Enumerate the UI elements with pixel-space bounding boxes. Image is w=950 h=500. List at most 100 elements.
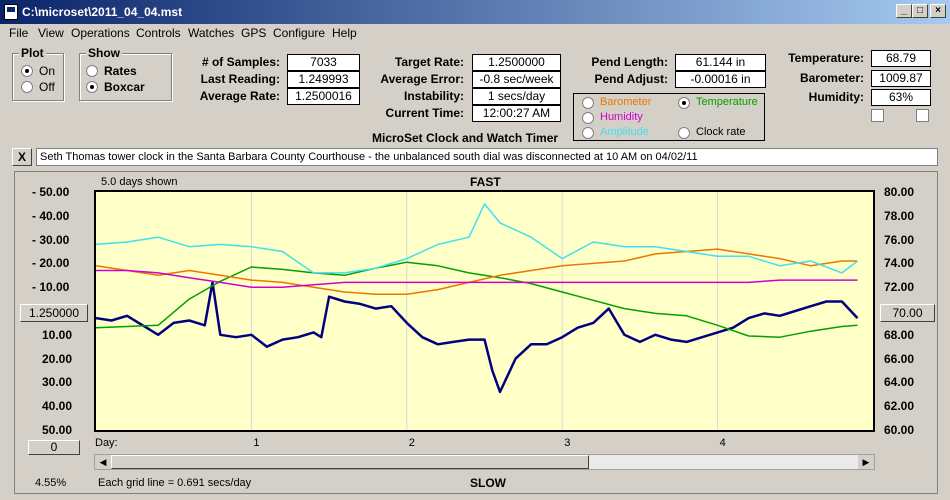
series-temperature-radio[interactable] xyxy=(678,97,690,109)
x-tick-label: 1 xyxy=(253,437,260,449)
plot-on-label: On xyxy=(39,64,56,78)
days-shown-label: 5.0 days shown xyxy=(101,176,178,188)
window-title: C:\microset\2011_04_04.mst xyxy=(22,5,183,19)
temperature-label: Temperature: xyxy=(788,51,864,65)
note-field[interactable]: Seth Thomas tower clock in the Santa Bar… xyxy=(36,148,938,166)
series-amplitude-label: Amplitude xyxy=(600,126,649,138)
menu-configure[interactable]: Configure xyxy=(273,26,326,40)
series-clockrate-label: Clock rate xyxy=(696,126,746,138)
right-tick-label: 68.00 xyxy=(884,327,915,342)
grid-note: Each grid line = 0.691 secs/day xyxy=(98,477,252,489)
series-temperature-label: Temperature xyxy=(696,96,758,108)
show-rates-label: Rates xyxy=(104,64,137,78)
left-tick-label: - 40.00 xyxy=(32,208,70,223)
barometer-label: Barometer: xyxy=(799,71,864,85)
show-group: Show Rates Boxcar xyxy=(79,46,172,101)
temperature-field: 68.79 xyxy=(871,50,931,67)
slow-label: SLOW xyxy=(470,476,506,490)
plot-group: Plot On Off xyxy=(12,46,64,101)
show-group-title: Show xyxy=(86,46,122,60)
menu-operations[interactable]: Operations xyxy=(71,26,130,40)
chart-svg xyxy=(96,192,859,430)
horizontal-scrollbar[interactable]: ◀ ▶ xyxy=(94,454,875,470)
instability-field: 1 secs/day xyxy=(472,88,561,105)
series-line-barometer xyxy=(96,248,858,296)
x-axis-label: Day: xyxy=(95,437,118,449)
target-rate-field[interactable]: 1.2500000 xyxy=(472,54,561,71)
scroll-right-icon[interactable]: ▶ xyxy=(858,455,874,469)
series-line-humidity xyxy=(96,269,858,288)
close-window-button[interactable]: × xyxy=(930,4,946,18)
pend-adjust-label: Pend Adjust: xyxy=(594,72,668,86)
title-bar: C:\microset\2011_04_04.mst _ □ × xyxy=(0,0,950,24)
show-boxcar-radio[interactable] xyxy=(86,81,98,93)
right-tick-label: 60.00 xyxy=(884,423,915,437)
plot-off-radio[interactable] xyxy=(21,81,33,93)
last-reading-field: 1.249993 xyxy=(287,71,360,88)
close-note-button[interactable]: X xyxy=(12,148,32,166)
series-humidity-radio[interactable] xyxy=(582,112,594,124)
pend-length-field[interactable]: 61.144 in xyxy=(675,54,766,71)
left-tick-label: 20.00 xyxy=(42,351,73,366)
menu-view[interactable]: View xyxy=(38,26,64,40)
series-barometer-radio[interactable] xyxy=(582,97,594,109)
last-reading-label: Last Reading: xyxy=(200,72,280,86)
menu-help[interactable]: Help xyxy=(332,26,357,40)
series-clockrate-radio[interactable] xyxy=(678,127,690,139)
percent-label: 4.55% xyxy=(35,477,67,489)
average-error-label: Average Error: xyxy=(380,72,464,86)
checkbox-right[interactable] xyxy=(916,109,929,122)
series-line-clock-rate xyxy=(96,281,859,394)
instability-label: Instability: xyxy=(403,89,464,103)
left-tick-label: 30.00 xyxy=(42,375,73,390)
maximize-button[interactable]: □ xyxy=(912,4,928,18)
samples-field: 7033 xyxy=(287,54,360,71)
average-error-field: -0.8 sec/week xyxy=(472,71,561,88)
menu-controls[interactable]: Controls xyxy=(136,26,181,40)
show-rates-radio[interactable] xyxy=(86,65,98,77)
zero-button[interactable]: 0 xyxy=(28,440,80,455)
pend-length-label: Pend Length: xyxy=(591,55,668,69)
current-time-field: 12:00:27 AM xyxy=(472,105,561,122)
right-tick-label: 76.00 xyxy=(884,232,915,247)
x-tick-label: 4 xyxy=(719,437,726,449)
chart-panel xyxy=(14,171,938,494)
samples-label: # of Samples: xyxy=(201,55,280,69)
barometer-field: 1009.87 xyxy=(871,70,931,87)
x-tick-label: 2 xyxy=(408,437,415,449)
series-barometer-label: Barometer xyxy=(600,96,652,108)
menu-bar: File View Operations Controls Watches GP… xyxy=(0,24,950,42)
right-tick-label: 80.00 xyxy=(884,185,915,199)
right-tick-label: 72.00 xyxy=(884,280,915,295)
scroll-left-icon[interactable]: ◀ xyxy=(95,455,111,469)
plot-on-radio[interactable] xyxy=(21,65,33,77)
humidity-label: Humidity: xyxy=(808,90,864,104)
minimize-button[interactable]: _ xyxy=(896,4,912,18)
series-humidity-label: Humidity xyxy=(600,111,643,123)
show-boxcar-label: Boxcar xyxy=(104,80,145,94)
temp-center-button[interactable]: 70.00 xyxy=(880,304,935,322)
right-tick-label: 64.00 xyxy=(884,375,915,390)
menu-gps[interactable]: GPS xyxy=(241,26,267,40)
series-amplitude-radio[interactable] xyxy=(582,127,594,139)
pend-adjust-field: -0.00016 in xyxy=(675,71,766,88)
right-tick-label: 74.00 xyxy=(884,256,915,271)
fast-label: FAST xyxy=(470,175,501,189)
scroll-thumb[interactable] xyxy=(111,455,589,469)
plot-group-title: Plot xyxy=(19,46,46,60)
app-caption: MicroSet Clock and Watch Timer xyxy=(372,131,559,145)
series-line-temperature xyxy=(96,261,858,338)
x-tick-label: 3 xyxy=(564,437,571,449)
checkbox-left[interactable] xyxy=(871,109,884,122)
humidity-field: 63% xyxy=(871,89,931,106)
left-tick-label: - 50.00 xyxy=(32,185,70,199)
plot-area xyxy=(94,190,875,432)
target-rate-label: Target Rate: xyxy=(394,55,464,69)
menu-watches[interactable]: Watches xyxy=(188,26,235,40)
left-tick-label: 50.00 xyxy=(42,423,73,437)
plot-off-label: Off xyxy=(39,80,55,94)
right-tick-label: 62.00 xyxy=(884,399,915,414)
rate-center-button[interactable]: 1.250000 xyxy=(20,304,88,322)
left-tick-label: - 30.00 xyxy=(32,232,70,247)
menu-file[interactable]: File xyxy=(9,26,29,40)
